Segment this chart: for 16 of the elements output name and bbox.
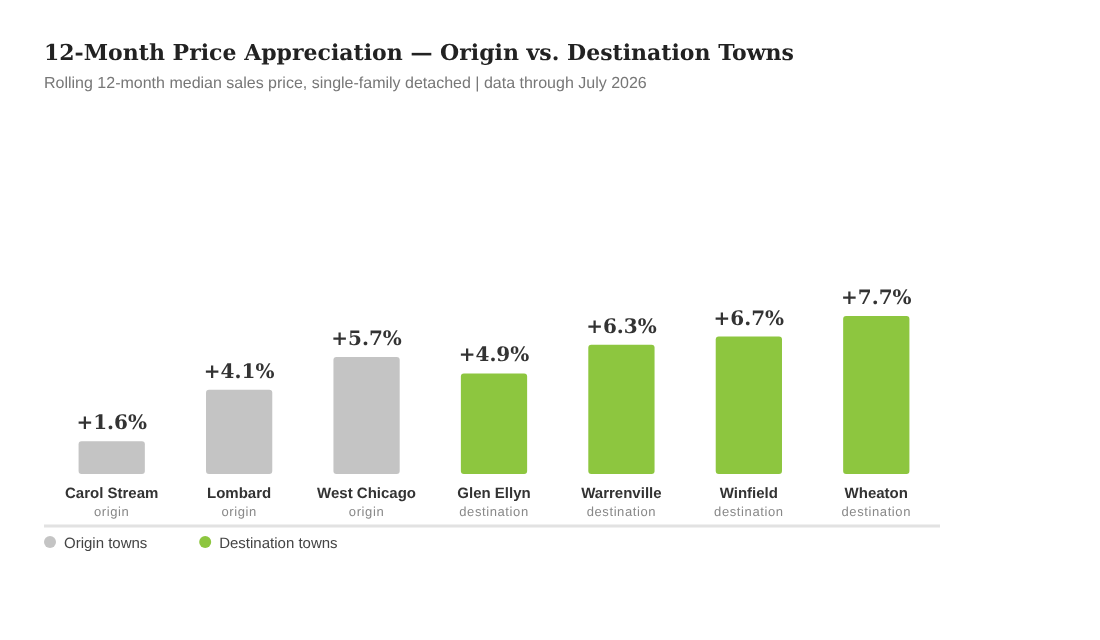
data-label: +4.1% (203, 361, 276, 384)
chart-subtitle: Rolling 12-month median sales price, single-family detached | data through July 2026 (44, 74, 648, 92)
chart-title: 12-Month Price Appreciation — Origin vs. Destination Towns (44, 40, 794, 66)
bar (78, 441, 145, 474)
data-label: +1.6% (76, 413, 148, 436)
data-label: +5.7% (331, 329, 403, 352)
bar (460, 373, 528, 474)
data-label: +4.9% (458, 345, 531, 368)
bar (715, 336, 782, 474)
data-label: +7.7% (841, 288, 913, 310)
bar (206, 389, 273, 474)
bar (588, 344, 655, 474)
bar (333, 357, 400, 474)
data-label: +6.7% (713, 308, 786, 331)
data-label: +6.3% (586, 316, 658, 339)
bar (843, 316, 910, 474)
